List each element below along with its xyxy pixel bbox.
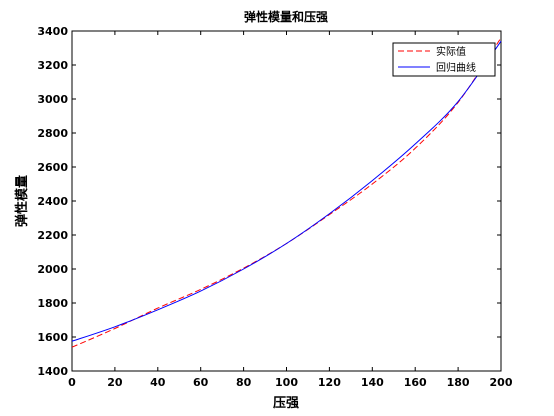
y-tick-label: 1600	[37, 331, 68, 344]
y-axis: 1400 1600 1800 2000 2200 2400 2600 2800 3000 3200…	[37, 25, 501, 378]
x-tick-label: 160	[404, 376, 427, 389]
x-tick-label: 180	[447, 376, 470, 389]
y-tick-label: 1400	[37, 365, 68, 378]
x-tick-label: 100	[275, 376, 298, 389]
chart-title: 弹性模量和压强	[244, 9, 328, 24]
y-tick-label: 2600	[37, 161, 68, 174]
y-tick-label: 3000	[37, 93, 68, 106]
y-tick-label: 2200	[37, 229, 68, 242]
y-tick-label: 2000	[37, 263, 68, 276]
series-line-regression	[71, 40, 502, 342]
x-tick-label: 0	[68, 376, 76, 389]
x-tick-label: 200	[490, 376, 513, 389]
x-tick-label: 80	[236, 376, 252, 389]
legend: 实际值 回归曲线	[392, 42, 496, 77]
y-tick-label: 3200	[37, 59, 68, 72]
legend-label-regression: 回归曲线	[436, 61, 476, 74]
x-tick-label: 40	[150, 376, 166, 389]
y-tick-label: 1800	[37, 297, 68, 310]
x-tick-label: 60	[193, 376, 209, 389]
plot-area	[71, 30, 502, 372]
x-tick-label: 120	[318, 376, 341, 389]
x-tick-label: 140	[361, 376, 384, 389]
x-axis: 0 20 40 60 80 100 120 140 160 180 200	[68, 31, 513, 389]
legend-box	[392, 42, 496, 77]
legend-label-actual: 实际值	[436, 45, 466, 58]
x-axis-label: 压强	[273, 396, 299, 411]
x-tick-label: 20	[107, 376, 123, 389]
y-tick-label: 2800	[37, 127, 68, 140]
y-tick-label: 3400	[37, 25, 68, 38]
y-tick-label: 2400	[37, 195, 68, 208]
y-axis-label: 弹性模量	[14, 175, 30, 227]
series-layer	[71, 37, 502, 348]
